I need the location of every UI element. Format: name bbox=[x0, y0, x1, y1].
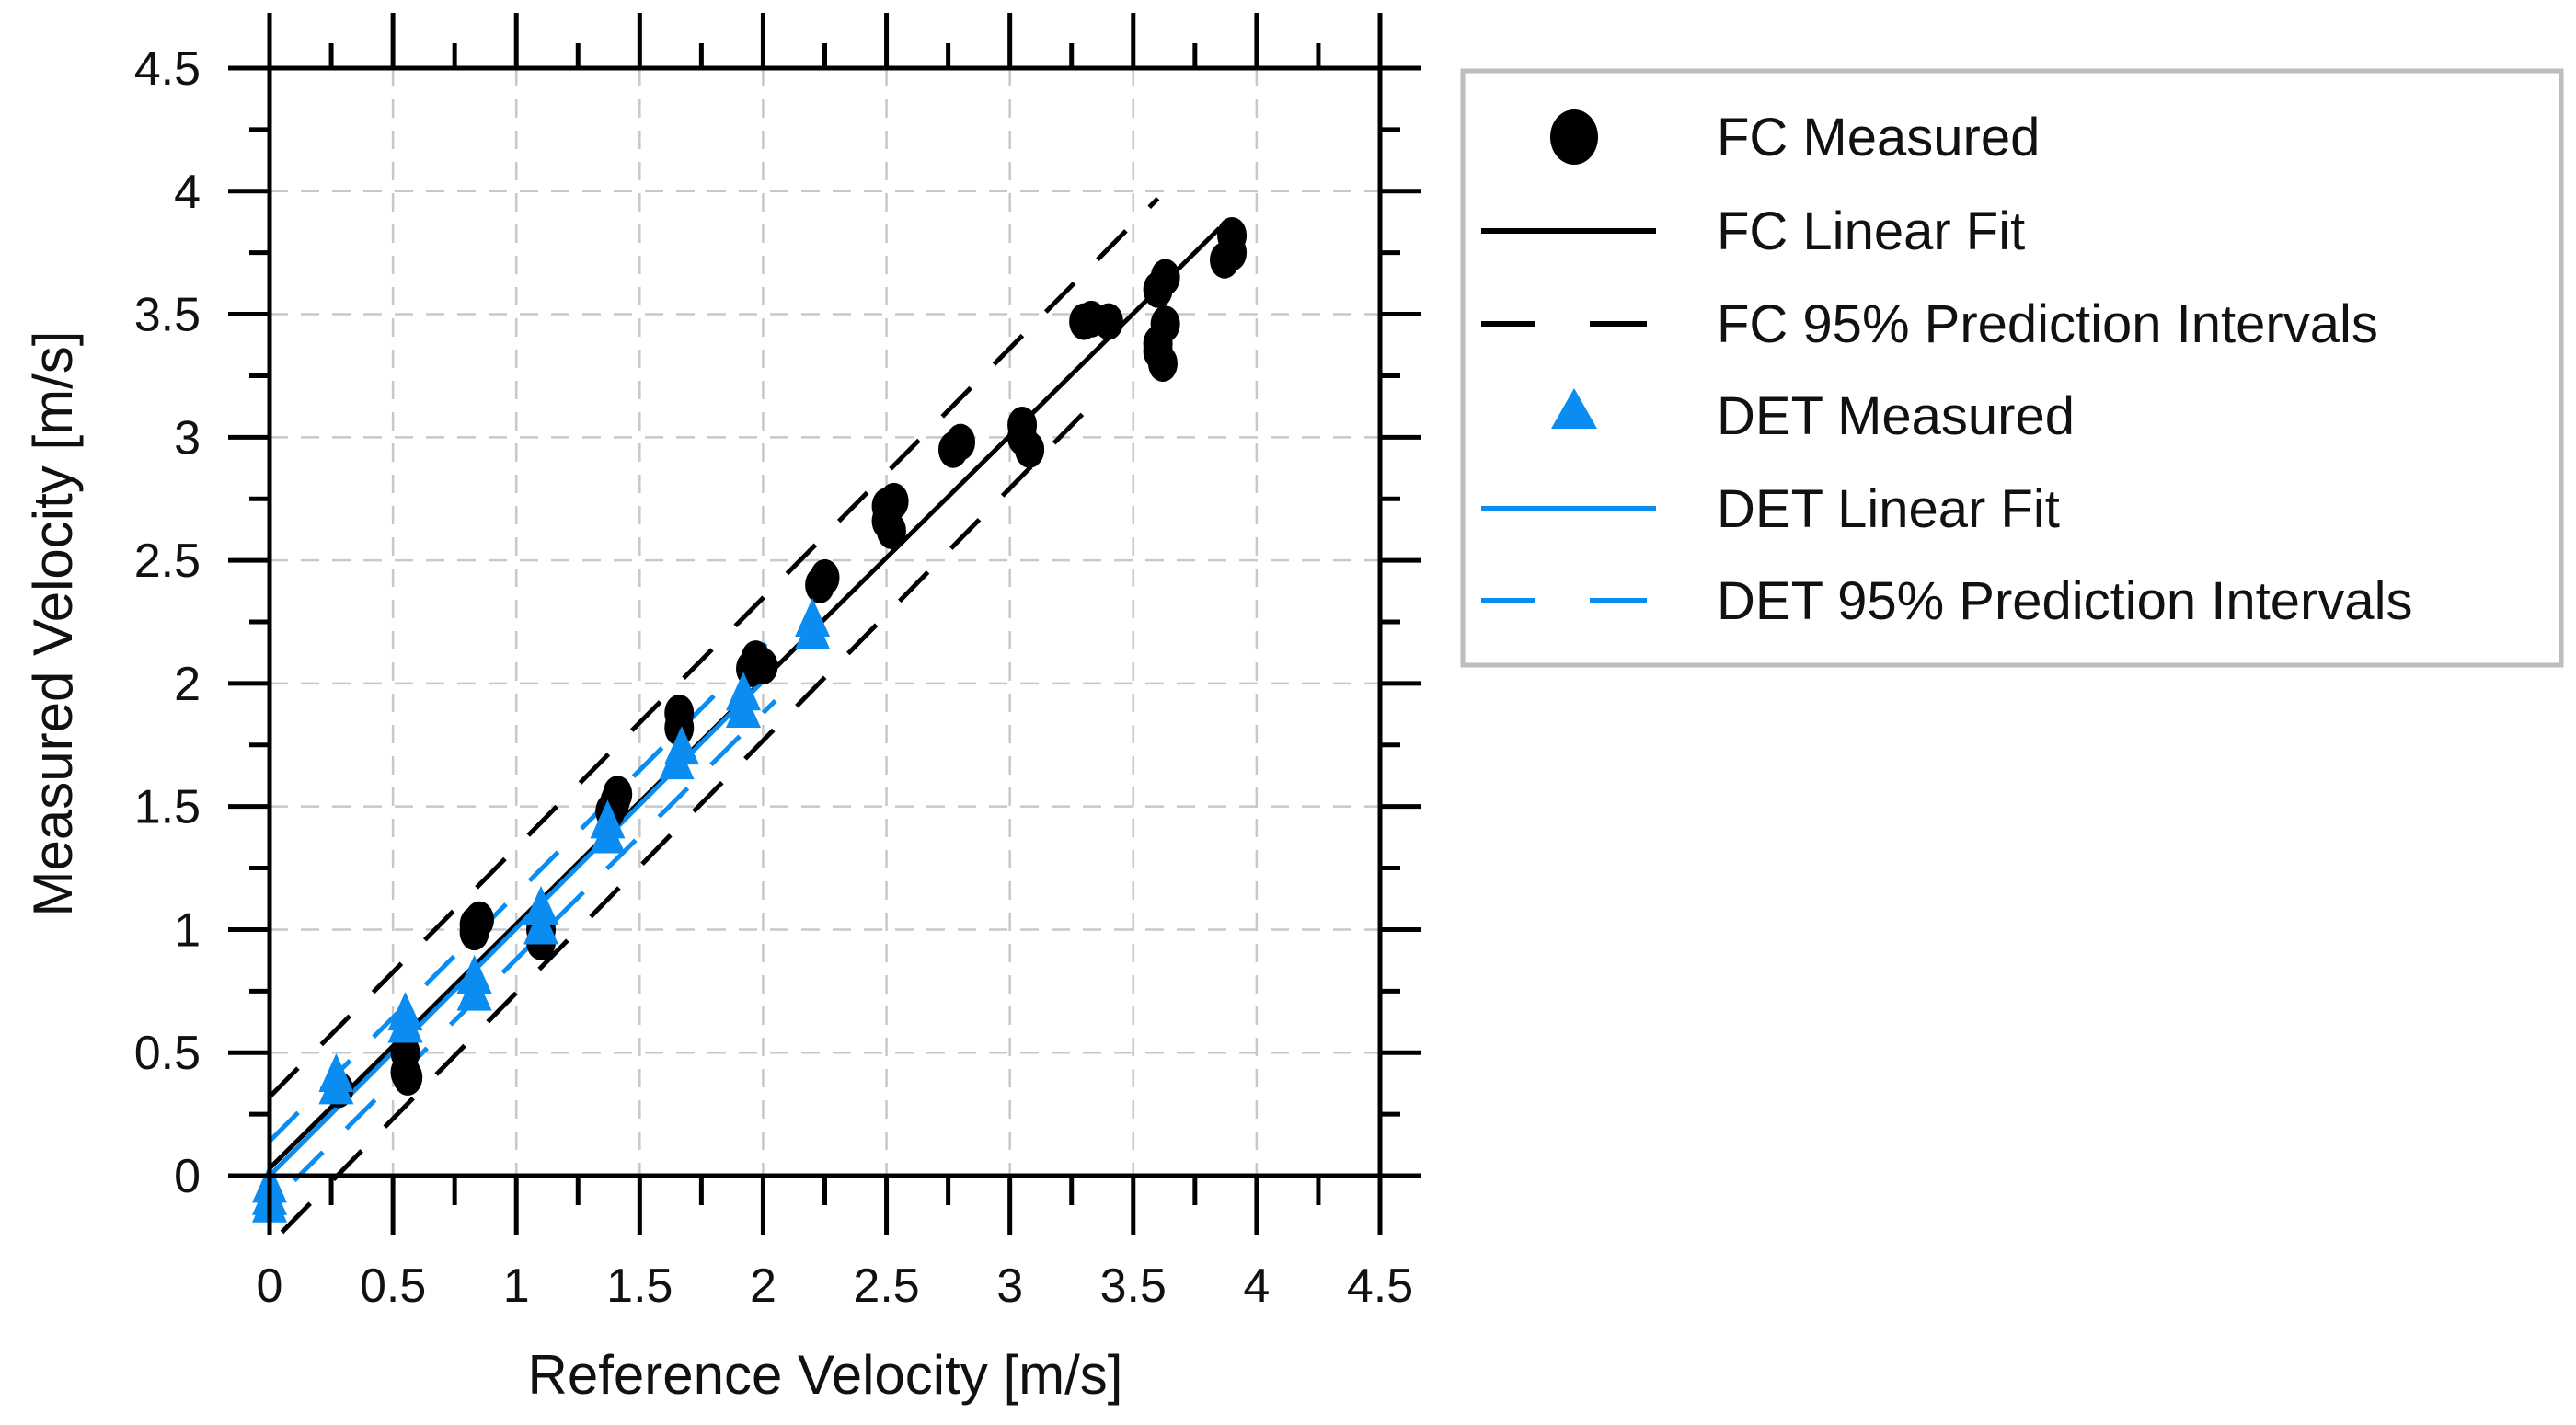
y-tick-label: 4.5 bbox=[134, 42, 201, 96]
legend-label: DET 95% Prediction Intervals bbox=[1717, 571, 2413, 631]
legend-label: FC Measured bbox=[1717, 108, 2040, 167]
legend: FC Measured FC Linear Fit FC 95% Predictio… bbox=[1460, 68, 2564, 668]
x-tick-label: 0 bbox=[257, 1259, 283, 1313]
y-axis-title: Measured Velocity [m/s] bbox=[22, 331, 84, 917]
prediction-interval-line bbox=[280, 410, 1086, 1235]
y-tick-label: 3 bbox=[174, 411, 201, 465]
x-tick-label: 3 bbox=[996, 1259, 1023, 1313]
legend-label: DET Measured bbox=[1717, 386, 2075, 446]
prediction-interval-line bbox=[293, 698, 777, 1183]
det-data-point bbox=[523, 886, 559, 925]
fc-data-point bbox=[1150, 259, 1180, 296]
fc-data-point bbox=[1143, 332, 1173, 370]
x-tick-label: 1 bbox=[503, 1259, 530, 1313]
fc-data-point bbox=[464, 901, 494, 938]
det-data-point bbox=[318, 1052, 354, 1092]
x-tick-label: 2 bbox=[750, 1259, 776, 1313]
y-tick-label: 2 bbox=[174, 658, 201, 711]
y-tick-label: 4 bbox=[174, 166, 201, 219]
det-data-point bbox=[456, 954, 492, 994]
y-tick-label: 1 bbox=[174, 903, 201, 957]
plot-marks bbox=[252, 197, 1248, 1235]
det-data-point bbox=[663, 726, 699, 765]
fc-data-point bbox=[390, 1034, 420, 1072]
legend-label: FC Linear Fit bbox=[1717, 201, 2025, 261]
fc-data-point bbox=[1015, 431, 1045, 468]
det-data-point bbox=[387, 992, 423, 1031]
x-tick-label: 4.5 bbox=[1347, 1259, 1413, 1313]
x-tick-label: 1.5 bbox=[606, 1259, 673, 1313]
y-tick-label: 3.5 bbox=[134, 289, 201, 342]
x-tick-label: 3.5 bbox=[1100, 1259, 1167, 1313]
legend-triangle-marker-icon bbox=[1551, 388, 1597, 429]
det-data-point bbox=[590, 799, 626, 839]
x-tick-label: 4 bbox=[1243, 1259, 1270, 1313]
prediction-interval-line bbox=[268, 197, 1160, 1099]
legend-label: FC 95% Prediction Intervals bbox=[1717, 294, 2378, 354]
legend-label: DET Linear Fit bbox=[1717, 479, 2060, 539]
y-tick-label: 0 bbox=[174, 1150, 201, 1203]
fc-data-point bbox=[603, 776, 633, 813]
plot-frame bbox=[228, 13, 1421, 1235]
fc-data-point bbox=[879, 482, 909, 520]
det-data-point bbox=[523, 905, 559, 945]
fc-data-point bbox=[748, 648, 778, 685]
fc-data-point bbox=[1093, 303, 1123, 340]
fc-data-point bbox=[810, 558, 840, 596]
fc-data-point bbox=[946, 423, 976, 461]
x-axis-title: Reference Velocity [m/s] bbox=[528, 1344, 1123, 1406]
prediction-interval-line bbox=[268, 632, 777, 1143]
legend-box bbox=[1460, 68, 2564, 668]
x-tick-label: 2.5 bbox=[853, 1259, 919, 1313]
fc-data-point bbox=[1217, 234, 1248, 271]
legend-circle-marker-icon bbox=[1550, 109, 1598, 165]
y-tick-label: 1.5 bbox=[134, 781, 201, 834]
y-tick-label: 2.5 bbox=[134, 534, 201, 588]
fc-data-point bbox=[876, 512, 906, 550]
det-data-point bbox=[795, 598, 831, 637]
grid bbox=[270, 68, 1380, 1176]
det-data-point bbox=[725, 672, 761, 711]
tick-labels: 0 0.5 1 1.5 2 2.5 3 3.5 4 4.5 0 0.5 1 1.5 2 2.5 3 3.5 4 4.5 bbox=[134, 42, 1413, 1313]
x-tick-label: 0.5 bbox=[360, 1259, 426, 1313]
y-tick-label: 0.5 bbox=[134, 1027, 201, 1080]
